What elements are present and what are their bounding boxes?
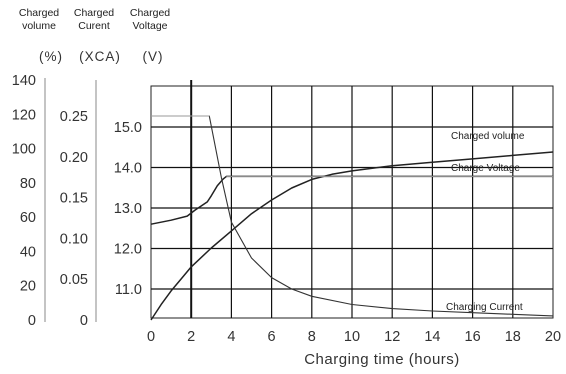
- x-tick-label: 4: [227, 329, 235, 345]
- x-tick-label: 14: [424, 329, 440, 345]
- annotation-charging-current: Charging Current: [446, 302, 523, 313]
- unit-volume: (%): [39, 49, 63, 64]
- volume-tick-label: 100: [12, 142, 36, 158]
- annotation-charged-volume: Charged volume: [451, 131, 525, 142]
- x-tick-label: 12: [384, 329, 400, 345]
- volume-tick-label: 80: [20, 176, 36, 192]
- x-tick-label: 8: [308, 329, 316, 345]
- volume-tick-label: 0: [28, 313, 36, 329]
- volume-tick-label: 140: [12, 73, 36, 89]
- x-tick-label: 0: [147, 329, 155, 345]
- volume-tick-label: 60: [20, 210, 36, 226]
- annotation-charge-voltage: Charge Voltage: [451, 163, 520, 174]
- header-current-line1: Charged: [74, 7, 114, 19]
- x-tick-label: 2: [187, 329, 195, 345]
- x-tick-label: 20: [545, 329, 561, 345]
- voltage-tick-label: 13.0: [114, 201, 142, 217]
- x-tick-label: 18: [505, 329, 521, 345]
- grid-layer: [150, 80, 554, 319]
- unit-voltage: (V): [143, 49, 164, 64]
- current-tick-label: 0.15: [60, 191, 88, 207]
- x-tick-label: 6: [268, 329, 276, 345]
- current-tick-label: 0: [80, 313, 88, 329]
- voltage-tick-label: 11.0: [115, 282, 142, 298]
- current-tick-label: 0.10: [60, 231, 88, 247]
- voltage-tick-label: 14.0: [114, 161, 142, 177]
- x-axis-label: Charging time (hours): [304, 351, 460, 368]
- voltage-tick-label: 12.0: [114, 242, 142, 258]
- header-current-line2: Curent: [78, 20, 110, 32]
- header-volume-line1: Charged: [19, 7, 59, 19]
- header-voltage-line1: Charged: [130, 7, 170, 19]
- x-tick-label: 10: [344, 329, 360, 345]
- series-line-charging-current: [151, 115, 554, 317]
- series-layer: [150, 115, 554, 321]
- header-voltage-line2: Voltage: [132, 20, 167, 32]
- volume-tick-label: 40: [20, 244, 36, 260]
- header-volume-line2: volume: [22, 20, 56, 32]
- tick-label-layer: 0 2 4 6 8 10 12 14 16 18 20 0 20 40 60 80 100 120 140 0 0.05…: [12, 73, 561, 345]
- current-tick-label: 0.05: [60, 272, 88, 288]
- volume-tick-label: 20: [20, 279, 36, 295]
- x-tick-label: 16: [465, 329, 481, 345]
- voltage-tick-label: 15.0: [114, 120, 142, 136]
- current-tick-label: 0.20: [60, 150, 88, 166]
- series-line-charge-voltage: [150, 175, 553, 225]
- volume-tick-label: 120: [12, 107, 36, 123]
- series-line-charged-volume: [150, 151, 554, 321]
- unit-current: (XCA): [79, 49, 121, 64]
- current-tick-label: 0.25: [60, 109, 88, 125]
